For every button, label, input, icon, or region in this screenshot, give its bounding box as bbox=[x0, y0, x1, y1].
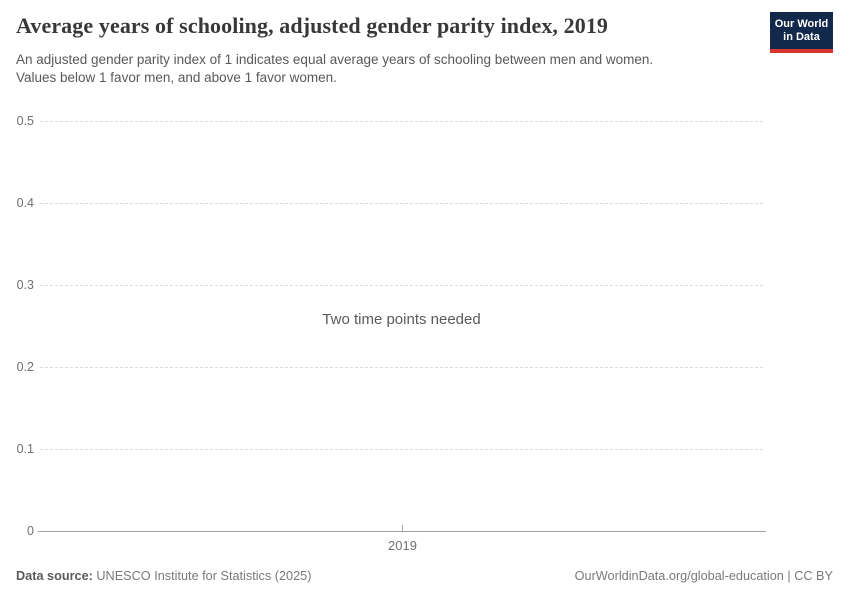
owid-logo-text-line-1: Our World bbox=[774, 18, 829, 30]
empty-state-message: Two time points needed bbox=[322, 311, 481, 328]
chart-subtitle-line-2: Values below 1 favor men, and above 1 fa… bbox=[16, 70, 337, 85]
y-axis-tick-label-0-5: 0.5 bbox=[16, 114, 34, 128]
y-gridline-0-2 bbox=[40, 367, 763, 368]
x-axis-tick-label: 2019 bbox=[388, 538, 417, 553]
rights-attribution-link[interactable]: OurWorldinData.org/global-education | CC… bbox=[574, 569, 833, 583]
y-axis-tick-label-0-2: 0.2 bbox=[16, 360, 34, 374]
data-source-text: UNESCO Institute for Statistics (2025) bbox=[92, 569, 312, 583]
y-axis-tick-label-0-3: 0.3 bbox=[16, 278, 34, 292]
chart-title: Average years of schooling, adjusted gen… bbox=[16, 13, 609, 38]
data-source-label: Data source: bbox=[16, 569, 93, 583]
owid-logo[interactable]: Our World in Data bbox=[770, 12, 833, 53]
y-gridline-0-5 bbox=[40, 121, 763, 122]
y-axis-tick-label-0-1: 0.1 bbox=[16, 442, 34, 456]
chart-subtitle-line-1: An adjusted gender parity index of 1 ind… bbox=[16, 52, 654, 67]
x-axis-tick-mark bbox=[402, 525, 403, 531]
chart-footer: Data source: UNESCO Institute for Statis… bbox=[0, 568, 850, 588]
data-source-note: Data source: UNESCO Institute for Statis… bbox=[16, 568, 311, 584]
x-axis-baseline bbox=[38, 531, 766, 532]
y-axis-tick-label-0: 0 bbox=[27, 524, 34, 538]
owid-logo-text-line-2: in Data bbox=[783, 31, 820, 43]
chart-subtitle: An adjusted gender parity index of 1 ind… bbox=[16, 51, 756, 87]
y-gridline-0-4 bbox=[40, 203, 763, 204]
y-gridline-0-3 bbox=[40, 285, 763, 286]
y-axis-tick-label-0-4: 0.4 bbox=[16, 196, 34, 210]
y-gridline-0-1 bbox=[40, 449, 763, 450]
